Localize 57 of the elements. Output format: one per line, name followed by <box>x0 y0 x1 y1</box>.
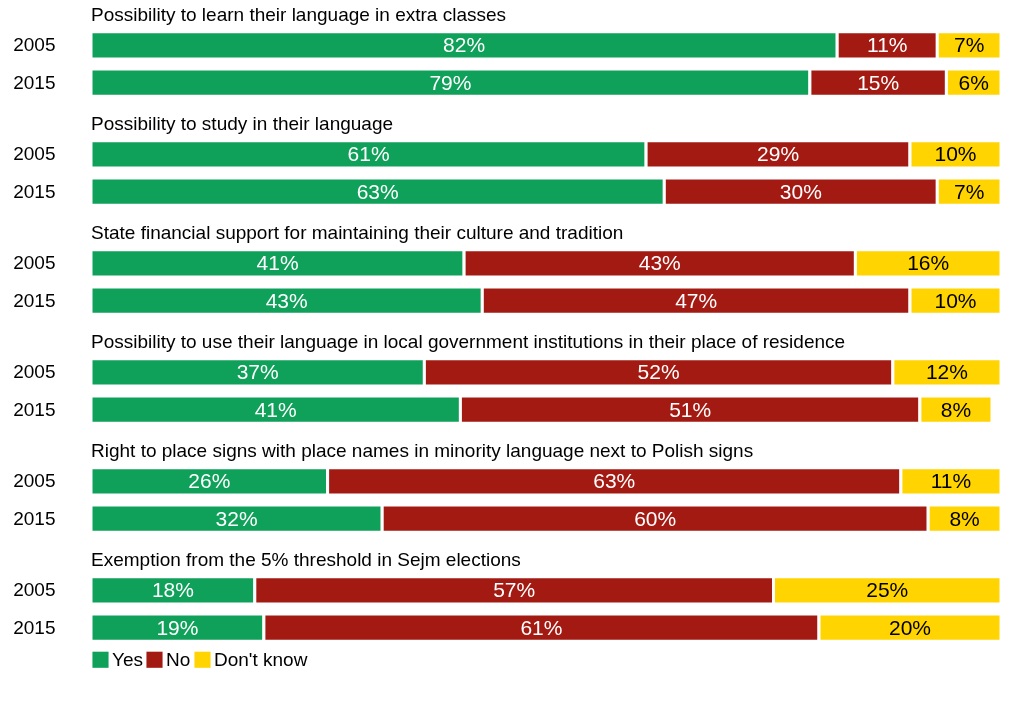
data-label: 10% <box>934 142 977 166</box>
data-label: 43% <box>265 288 308 312</box>
data-label: 20% <box>888 615 932 639</box>
data-label: 43% <box>638 251 681 275</box>
data-label: 37% <box>236 360 279 384</box>
data-label: 60% <box>634 506 677 530</box>
y-tick-label: 2005 <box>13 143 56 165</box>
chart-title: Exemption from the 5% threshold in Sejm elections <box>91 549 521 570</box>
data-label: 11% <box>867 33 908 57</box>
chart-title: Possibility to study in their language <box>91 113 394 134</box>
y-tick-label: 2015 <box>13 616 56 638</box>
data-label: 12% <box>925 360 968 384</box>
data-label: 15% <box>857 70 900 94</box>
chart-title: Possibility to learn their language in extra classes <box>91 4 507 25</box>
data-label: 52% <box>637 360 680 384</box>
data-label: 29% <box>757 142 800 166</box>
data-label: 25% <box>866 578 909 602</box>
data-label: 16% <box>907 251 950 275</box>
data-label: 19% <box>156 615 199 639</box>
data-label: 30% <box>779 179 822 203</box>
data-label: 18% <box>151 578 194 602</box>
data-label: 61% <box>520 615 563 639</box>
data-label: 41% <box>254 397 297 421</box>
chart-title: State financial support for maintaining their culture and tradition <box>91 222 624 243</box>
y-tick-label: 2015 <box>13 289 56 311</box>
y-tick-label: 2005 <box>13 252 56 274</box>
chart-title: Possibility to use their language in local government institutions in their place of residence <box>91 331 846 352</box>
y-tick-label: 2005 <box>13 34 56 56</box>
data-label: 47% <box>675 288 718 312</box>
data-label: 41% <box>256 251 299 275</box>
y-tick-label: 2005 <box>13 361 56 383</box>
data-label: 7% <box>953 33 985 57</box>
chart-title: Right to place signs with place names in minority language next to Polish signs <box>91 440 754 461</box>
y-tick-label: 2015 <box>13 398 56 420</box>
data-label: 51% <box>669 397 712 421</box>
data-label: 26% <box>188 469 231 493</box>
data-label: 79% <box>429 70 472 94</box>
y-tick-label: 2015 <box>13 180 56 202</box>
data-label: 63% <box>593 469 636 493</box>
data-label: 8% <box>949 506 980 530</box>
y-tick-label: 2005 <box>13 470 56 492</box>
data-label: 63% <box>356 179 399 203</box>
data-label: 57% <box>493 578 536 602</box>
y-tick-label: 2005 <box>13 579 56 601</box>
y-tick-label: 2015 <box>13 71 56 93</box>
data-label: 82% <box>443 33 486 57</box>
legend-label: No <box>166 648 191 670</box>
legend-label: Yes <box>112 648 143 670</box>
data-label: 61% <box>347 142 390 166</box>
data-label: 11% <box>930 469 972 493</box>
data-label: 8% <box>940 397 972 421</box>
y-tick-label: 2015 <box>13 507 56 529</box>
data-label: 7% <box>953 179 985 203</box>
data-label: 10% <box>934 288 977 312</box>
data-label: 32% <box>215 506 258 530</box>
data-label: 6% <box>958 70 989 94</box>
legend-label: Don't know <box>214 648 308 670</box>
